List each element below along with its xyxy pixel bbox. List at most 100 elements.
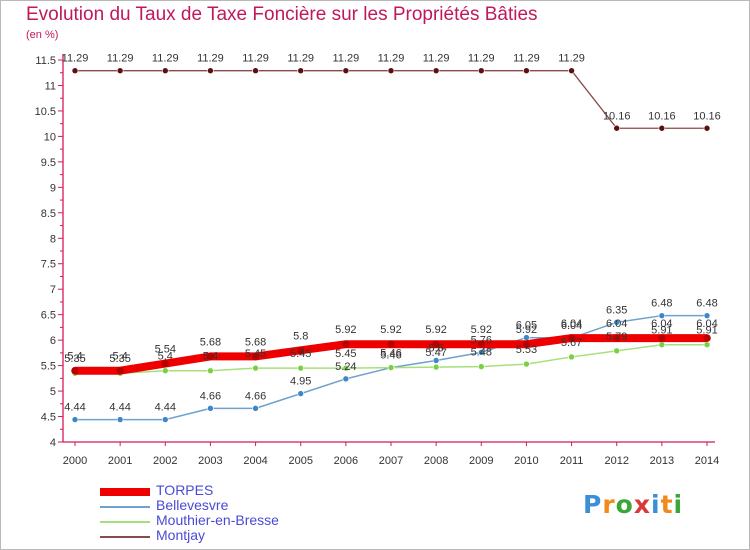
data-point <box>703 312 711 319</box>
data-label: 5.4 <box>112 351 127 363</box>
proxiti-logo: Proxiti <box>583 490 683 519</box>
data-label: 5.4 <box>158 351 173 363</box>
series-torpes <box>71 334 711 375</box>
data-label: 5.92 <box>516 324 537 336</box>
data-label: 5.35 <box>109 353 130 365</box>
data-point <box>252 67 259 74</box>
legend-label: Mouthier-en-Bresse <box>156 512 279 528</box>
data-point <box>161 367 169 374</box>
data-label: 6.04 <box>651 318 672 330</box>
data-point <box>523 67 530 74</box>
data-label: 5.4 <box>67 351 82 363</box>
data-point <box>523 360 530 368</box>
y-tick-label: 5 <box>50 386 56 398</box>
data-point <box>477 67 485 74</box>
data-point <box>658 341 666 349</box>
x-tick-label: 2011 <box>560 455 584 467</box>
data-point <box>432 67 440 74</box>
data-label: 11.29 <box>152 53 179 65</box>
data-point <box>658 334 666 342</box>
x-tick-label: 2010 <box>514 455 538 467</box>
data-point <box>71 366 79 375</box>
data-label: 5.24 <box>335 361 356 373</box>
data-label: 5.92 <box>335 324 356 336</box>
legend-swatch <box>100 506 150 508</box>
data-label: 5.79 <box>606 331 627 343</box>
series-montjay <box>71 67 711 132</box>
data-label: 11.29 <box>423 53 450 65</box>
data-label: 6.48 <box>696 298 717 310</box>
data-label: 11.29 <box>332 53 359 65</box>
data-point <box>206 352 215 361</box>
data-point <box>252 364 259 372</box>
data-label: 5.46 <box>380 350 401 362</box>
data-label: 5.8 <box>293 330 308 342</box>
data-label: 11.29 <box>242 53 269 65</box>
data-point <box>116 67 124 74</box>
data-label: 5.92 <box>425 324 446 336</box>
data-point <box>161 67 169 74</box>
data-point <box>477 363 485 370</box>
data-point <box>613 319 621 326</box>
data-point <box>116 416 124 423</box>
data-label: 11.29 <box>62 53 89 65</box>
data-point <box>567 334 576 342</box>
data-label: 4.95 <box>290 376 311 388</box>
y-tick-label: 5.5 <box>41 361 56 373</box>
y-tick-label: 4.5 <box>41 412 56 424</box>
data-point <box>477 349 485 356</box>
data-point <box>612 334 621 342</box>
data-label: 5.6 <box>428 343 443 355</box>
chart-title: Evolution du Taux de Taxe Foncière sur l… <box>26 4 538 25</box>
line-chart: 4 4.5 5 5.5 6 6.5 7 7.5 8 8.5 9 9.5 10 10.5 11 11.5 2000… <box>35 53 721 467</box>
data-point <box>296 346 305 355</box>
logo-letter: i <box>651 490 661 519</box>
data-label: 5.45 <box>245 348 266 360</box>
data-point <box>613 124 621 132</box>
data-point <box>432 357 440 364</box>
data-label: 11.29 <box>513 53 540 65</box>
data-label: 5.54 <box>155 344 176 356</box>
data-point <box>161 416 169 423</box>
data-label: 6.05 <box>516 320 537 332</box>
data-point <box>297 364 305 372</box>
legend: TORPES Bellevesvre Mouthier-en-Bresse Montj… <box>100 482 360 544</box>
data-label: 5.45 <box>335 348 356 360</box>
data-label: 6.04 <box>696 318 717 330</box>
logo-letter: i <box>673 490 684 519</box>
data-label: 6.48 <box>651 298 672 310</box>
data-point <box>613 347 621 355</box>
x-tick-label: 2008 <box>424 455 448 467</box>
data-label: 11.29 <box>197 53 224 65</box>
data-point <box>387 364 395 371</box>
data-label: 5.48 <box>471 347 492 359</box>
axes: 4 4.5 5 5.5 6 6.5 7 7.5 8 8.5 9 9.5 10 10.5 11 11.5 2000… <box>35 54 719 467</box>
data-point <box>342 375 350 383</box>
data-point <box>703 124 711 132</box>
legend-label: Bellevesvre <box>156 497 229 513</box>
data-label: 6.04 <box>606 318 627 330</box>
logo-letter: t <box>660 490 674 519</box>
data-label: 4.44 <box>155 402 176 414</box>
legend-swatch <box>100 536 150 538</box>
data-point <box>342 340 350 349</box>
data-point <box>432 340 440 349</box>
y-tick-label: 8.5 <box>41 208 56 220</box>
x-tick-label: 2013 <box>650 455 674 467</box>
data-label: 5.67 <box>561 337 582 349</box>
y-unit-label: (en %) <box>26 29 59 41</box>
data-label: 5.91 <box>696 325 717 337</box>
data-point <box>251 352 260 361</box>
data-label: 11.29 <box>558 53 585 65</box>
legend-item: Bellevesvre <box>100 497 360 514</box>
data-label: 4.66 <box>245 390 266 402</box>
data-point <box>342 67 350 74</box>
y-tick-label: 9.5 <box>41 157 56 169</box>
legend-item: TORPES <box>100 482 360 499</box>
data-point <box>297 390 305 397</box>
data-point <box>387 67 395 74</box>
y-tick-label: 10 <box>44 131 56 143</box>
data-point <box>477 340 486 349</box>
legend-label: TORPES <box>156 482 214 498</box>
data-label: 5.53 <box>516 344 537 356</box>
